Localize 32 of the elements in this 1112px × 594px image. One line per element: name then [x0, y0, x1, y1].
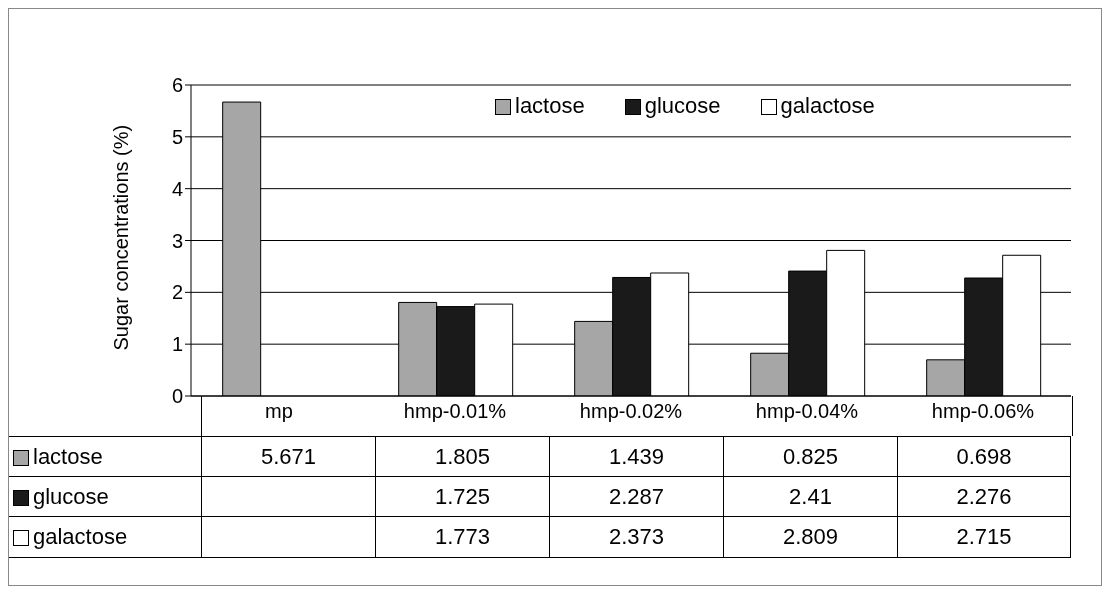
data-label: 2.809	[723, 517, 897, 557]
data-label: 5.671	[201, 437, 375, 477]
data-label: 2.287	[549, 477, 723, 517]
y-tick-label: 4	[171, 177, 183, 200]
data-label: 1.805	[375, 437, 549, 477]
y-axis-title: Sugar concentrations (%)	[110, 124, 133, 351]
data-label: 1.439	[549, 437, 723, 477]
y-tick-label: 3	[171, 229, 183, 252]
y-tick-label: 6	[171, 74, 183, 97]
y-tick-label: 2	[171, 281, 183, 304]
legend-label: galactose	[779, 93, 875, 119]
data-label: 2.715	[897, 517, 1071, 557]
x-tick-label: hmp-0.06%	[931, 400, 1035, 423]
y-tick-label: 0	[171, 385, 183, 408]
text: glucose	[33, 484, 109, 509]
legend-label: glucose	[643, 93, 721, 119]
data-label: 2.41	[723, 477, 897, 517]
data-label: 0.825	[723, 437, 897, 477]
data-label: 2.373	[549, 517, 723, 557]
y-tick-label: 5	[171, 125, 183, 148]
legend-label: lactose	[514, 93, 585, 119]
data-label: 1.725	[375, 477, 549, 517]
x-tick-label: hmp-0.04%	[755, 400, 859, 423]
data-label: 0.698	[897, 437, 1071, 477]
x-tick-label: mp	[265, 400, 293, 423]
text: galactose	[33, 524, 128, 549]
y-tick-label: 1	[171, 333, 183, 356]
text: lactose	[33, 444, 103, 469]
x-tick-label: hmp-0.02%	[579, 400, 683, 423]
data-label: 2.276	[897, 477, 1071, 517]
x-tick-label: hmp-0.01%	[403, 400, 507, 423]
data-label: 1.773	[375, 517, 549, 557]
